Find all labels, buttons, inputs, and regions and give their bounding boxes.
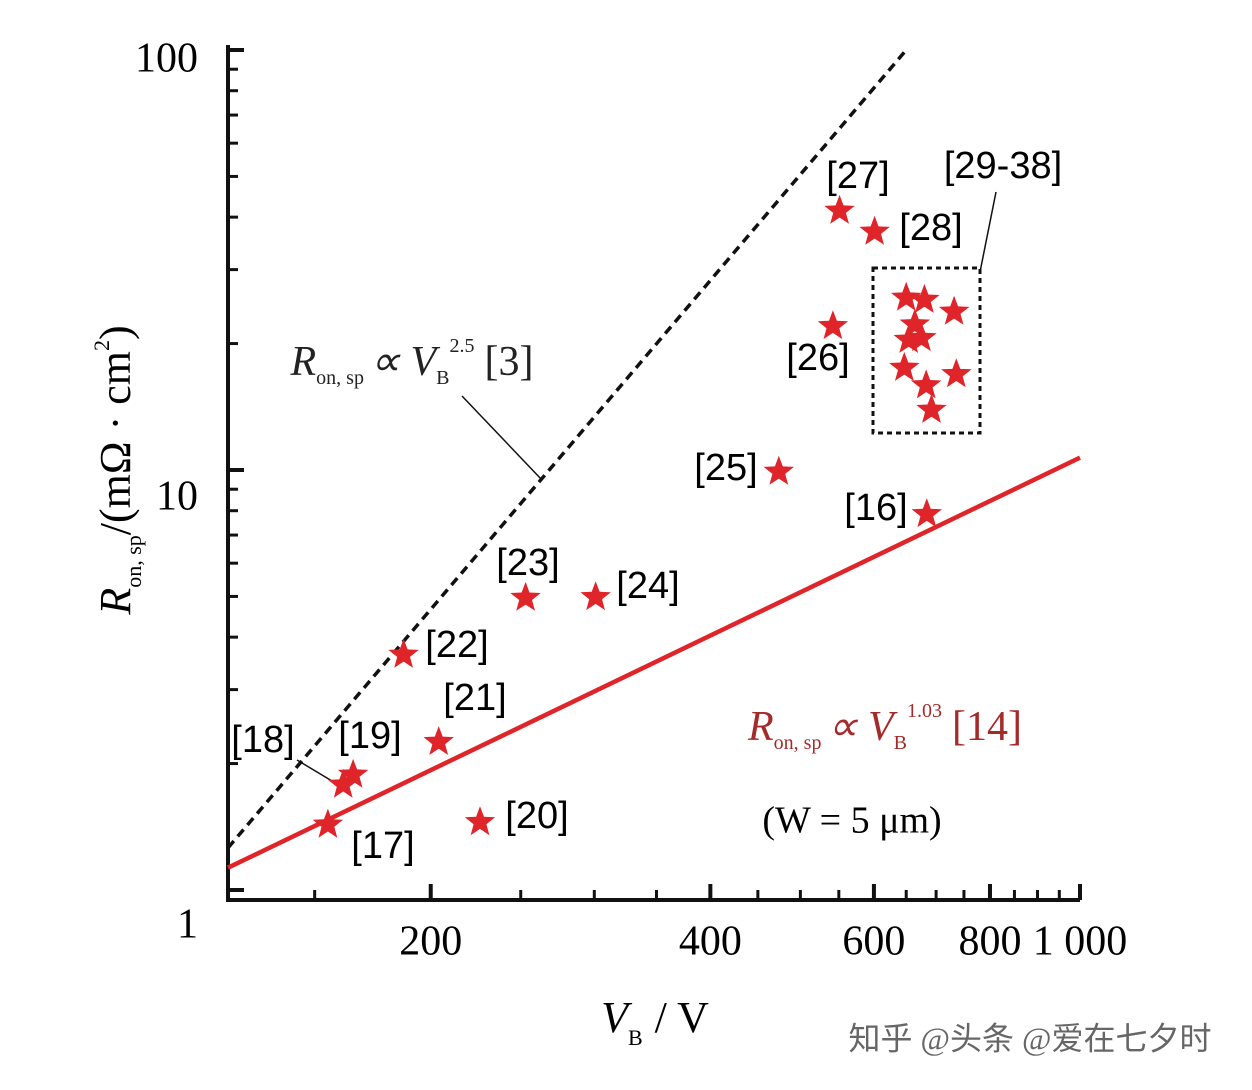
point-label: [22] — [425, 624, 488, 666]
equation-part: B — [436, 367, 449, 389]
data-point — [911, 369, 942, 399]
y-axis-label-part: ) — [91, 325, 140, 340]
x-axis-label-part: V — [601, 993, 633, 1042]
group-label: [29-38] — [944, 145, 1062, 187]
y-tick-label: 100 — [135, 36, 198, 82]
y-axis-label: Ron, sp/(mΩ · cm2) — [89, 325, 146, 615]
equation-part: 1.03 — [907, 700, 942, 722]
data-point — [941, 358, 972, 388]
equation-part: B — [894, 732, 907, 754]
point-label: [24] — [616, 565, 679, 607]
equation-part: R — [747, 704, 774, 750]
data-point — [464, 806, 496, 836]
x-tick-label: 600 — [842, 919, 905, 965]
equation-part: on, sp — [316, 367, 364, 389]
equation: Ron, sp ∝ VB2.5 [3] — [290, 335, 534, 389]
y-axis-label-part: R — [91, 588, 140, 616]
point-label: [20] — [505, 795, 568, 837]
point-label: [25] — [694, 447, 757, 489]
y-axis-label-part: /(mΩ · cm — [91, 351, 140, 535]
point-label: [19] — [338, 715, 401, 757]
point-label: [16] — [844, 487, 907, 529]
data-point — [889, 351, 920, 381]
y-axis-label-part: 2 — [89, 340, 114, 351]
trend-line — [226, 48, 908, 849]
data-point — [580, 581, 611, 611]
y-tick-label: 1 — [177, 902, 198, 948]
data-point — [312, 808, 344, 838]
equation-part: ∝ V — [827, 704, 898, 750]
x-tick-label: 800 — [958, 919, 1021, 965]
point-label: [23] — [496, 542, 559, 584]
equation-part: on, sp — [774, 732, 822, 754]
x-axis-label-part: B — [628, 1025, 643, 1050]
data-point — [328, 768, 359, 798]
data-point — [893, 324, 924, 353]
leader-line — [979, 191, 997, 273]
group-box — [871, 266, 982, 435]
y-tick-label: 10 — [156, 474, 198, 520]
data-point — [899, 308, 930, 338]
trend-line — [227, 455, 1081, 870]
data-point — [388, 638, 419, 668]
data-point — [337, 758, 369, 788]
data-point — [817, 310, 849, 340]
equation-part: [3] — [484, 339, 533, 385]
point-label: [18] — [231, 719, 294, 761]
note: (W = 5 μm) — [762, 800, 941, 842]
point-label: [21] — [443, 677, 506, 719]
x-axis-label: VB / V — [601, 993, 709, 1050]
data-point — [916, 393, 947, 423]
data-point — [824, 194, 855, 224]
watermark: 知乎 @头条 @爱在七夕时 — [849, 1020, 1212, 1056]
equation-part: 2.5 — [449, 335, 474, 357]
data-point — [510, 581, 541, 611]
data-point — [909, 284, 940, 313]
point-label: [27] — [826, 155, 889, 197]
data-point — [763, 455, 794, 485]
equation-part: [14] — [952, 704, 1022, 750]
data-point — [891, 281, 922, 311]
x-tick-label: 400 — [679, 919, 742, 965]
equation: Ron, sp ∝ VB1.03 [14] — [747, 700, 1022, 754]
equation-part: R — [290, 339, 317, 385]
data-point — [911, 498, 942, 528]
x-tick-label: 200 — [399, 919, 462, 965]
point-label: [28] — [899, 207, 962, 249]
x-tick-label: 1 000 — [1033, 919, 1128, 965]
data-point — [859, 215, 890, 245]
leader-line — [461, 395, 543, 481]
point-label: [17] — [351, 825, 414, 867]
data-point — [938, 295, 970, 325]
y-axis-label-part: on, sp — [121, 535, 146, 588]
equation-part: ∝ V — [370, 339, 441, 385]
data-point — [423, 726, 454, 755]
point-label: [26] — [786, 337, 849, 379]
y-axis-label-group: Ron, sp/(mΩ · cm2) — [89, 325, 146, 615]
x-axis-label-part: / V — [655, 993, 709, 1042]
